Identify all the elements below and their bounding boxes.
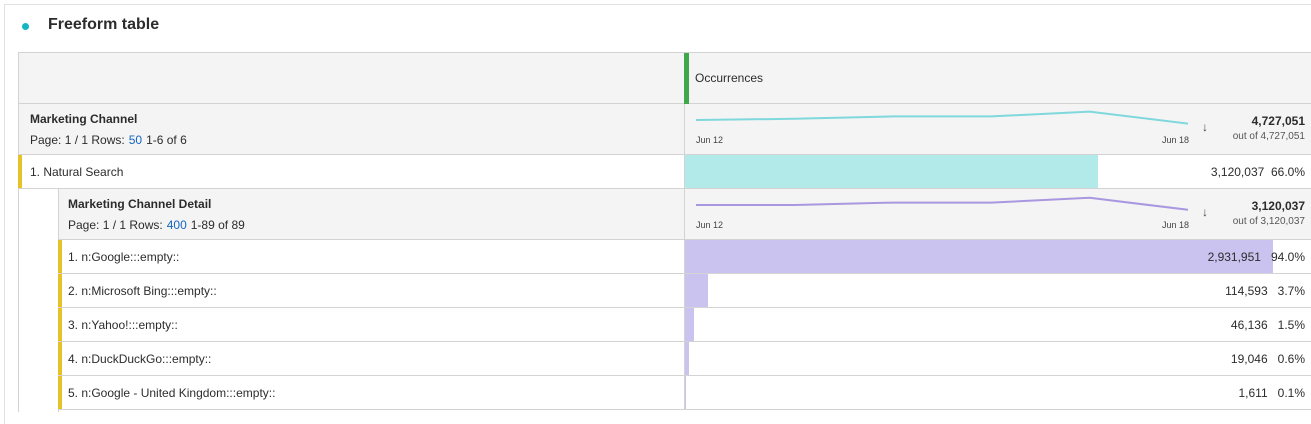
pagination-info: Page: 1 / 1 Rows: 50 1-6 of 6 [30, 133, 187, 147]
table-header-row: Occurrences [19, 53, 1311, 104]
column-total: 3,120,037 out of 3,120,037 [1232, 199, 1305, 227]
sparkline-path [695, 110, 1189, 125]
value-bar [685, 155, 1098, 188]
row-label[interactable]: 1. Natural Search [30, 165, 124, 179]
value-bar [685, 342, 689, 375]
table-row[interactable]: 1. n:Google:::empty:: 2,931,951 94.0% [58, 240, 1311, 274]
breakdown-pagination-info: Page: 1 / 1 Rows: 400 1-89 of 89 [68, 218, 245, 232]
table-row[interactable]: 4. n:DuckDuckGo:::empty:: 19,046 0.6% [58, 342, 1311, 376]
value-bar [685, 376, 686, 409]
rows-per-page-link[interactable]: 50 [128, 133, 143, 147]
row-label[interactable]: 5. n:Google - United Kingdom:::empty:: [68, 386, 276, 400]
dimension-header-row: Marketing Channel Page: 1 / 1 Rows: 50 1-6… [19, 104, 1311, 155]
panel-title: Freeform table [48, 16, 160, 33]
sort-descending-icon[interactable]: ↓ [1202, 205, 1208, 219]
axis-start-label: Jun 12 [696, 220, 724, 230]
row-value: 1,611 0.1% [1238, 386, 1305, 400]
metric-column-header[interactable]: Occurrences [695, 71, 764, 85]
row-label[interactable]: 1. n:Google:::empty:: [68, 250, 180, 264]
sparkline-path [696, 196, 1189, 211]
axis-start-label: Jun 12 [696, 135, 724, 145]
table-row[interactable]: 1. Natural Search 3,120,037 66.0% [18, 155, 1311, 189]
row-label[interactable]: 4. n:DuckDuckGo:::empty:: [68, 352, 212, 366]
row-value: 114,593 3.7% [1225, 284, 1305, 298]
trend-sparkline [695, 110, 1189, 125]
dimension-title[interactable]: Marketing Channel [30, 112, 138, 126]
page-label: Page: 1 / 1 Rows: [30, 133, 125, 147]
axis-end-label: Jun 18 [1162, 135, 1190, 145]
freeform-table: Occurrences Marketing Channel Page: 1 / … [18, 52, 1311, 412]
value-bar [685, 274, 709, 307]
row-value: 3,120,037 66.0% [1210, 165, 1305, 179]
row-value: 2,931,951 94.0% [1207, 250, 1305, 264]
value-bar [685, 240, 1273, 273]
breakdown-header-row: Marketing Channel Detail Page: 1 / 1 Row… [59, 189, 1311, 240]
row-value: 46,136 1.5% [1230, 318, 1305, 332]
table-row[interactable]: 5. n:Google - United Kingdom:::empty:: 1… [58, 376, 1311, 410]
row-label[interactable]: 2. n:Microsoft Bing:::empty:: [68, 284, 217, 298]
column-drag-handle[interactable] [684, 53, 689, 104]
total-out-of: out of 4,727,051 [1232, 131, 1305, 142]
row-label[interactable]: 3. n:Yahoo!:::empty:: [68, 318, 178, 332]
breakdown-title[interactable]: Marketing Channel Detail [68, 197, 212, 211]
column-total: 4,727,051 out of 4,727,051 [1233, 114, 1305, 142]
freeform-panel [4, 4, 1311, 424]
axis-end-label: Jun 18 [1162, 220, 1190, 230]
status-dot-icon [22, 23, 29, 30]
sort-descending-icon[interactable]: ↓ [1202, 120, 1208, 134]
value-bar [685, 308, 695, 341]
trend-sparkline [696, 196, 1189, 211]
table-row[interactable]: 2. n:Microsoft Bing:::empty:: 114,593 3.… [58, 274, 1311, 308]
row-range: 1-6 of 6 [146, 133, 187, 147]
table-row[interactable]: 3. n:Yahoo!:::empty:: 46,136 1.5% [58, 308, 1311, 342]
total-value: 4,727,051 [1251, 114, 1305, 128]
rows-per-page-link[interactable]: 400 [166, 218, 187, 232]
row-value: 19,046 0.6% [1230, 352, 1305, 366]
